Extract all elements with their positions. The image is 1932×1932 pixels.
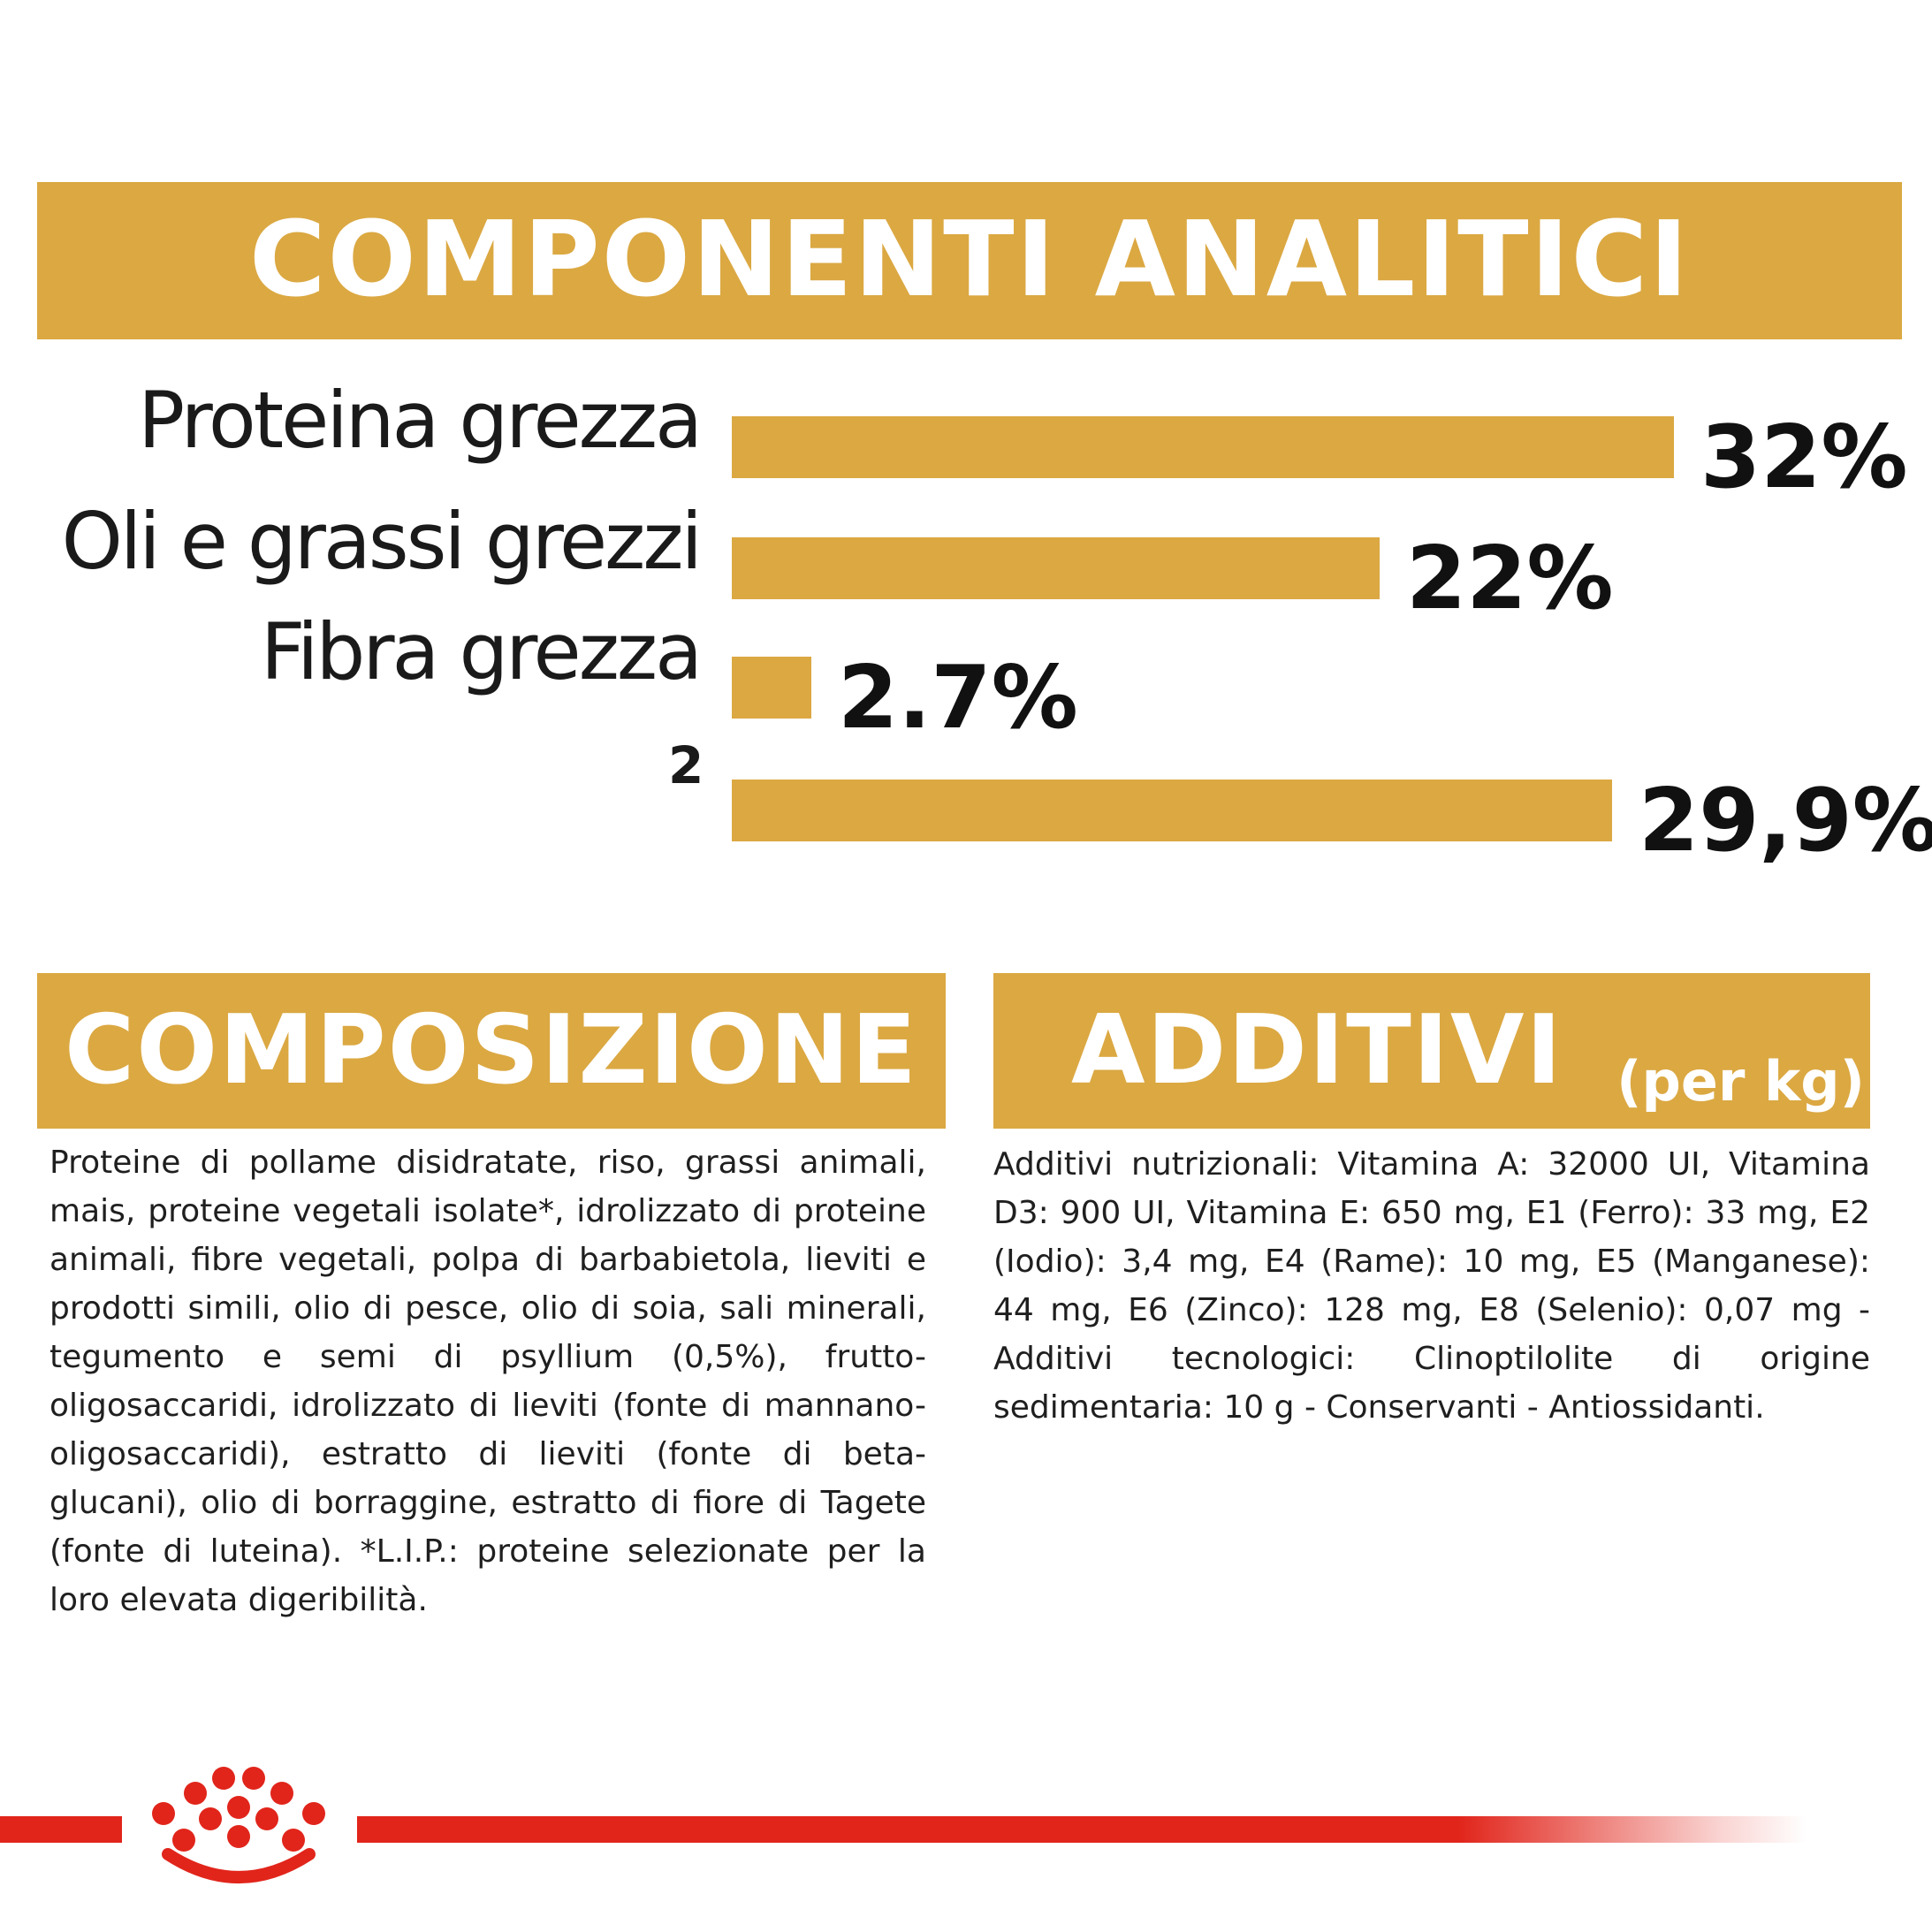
additives-subtitle: (per kg) xyxy=(1616,1049,1865,1114)
bar xyxy=(732,780,1612,841)
crown-logo-icon xyxy=(152,1767,325,1883)
additives-header: ADDITIVI (per kg) xyxy=(993,973,1870,1129)
footnote-mark: 2 xyxy=(668,735,704,795)
bar xyxy=(732,537,1380,599)
category-label: Oli e grassi grezzi xyxy=(61,496,703,587)
bar xyxy=(732,416,1674,478)
footer-line-left xyxy=(0,1816,122,1843)
composition-text: Proteine di pollame disidratate, riso, g… xyxy=(49,1145,926,1618)
analytical-components-header: COMPONENTI ANALITICI xyxy=(37,182,1902,339)
additives-text: Additivi nutrizionali: Vitamina A: 32000… xyxy=(993,1146,1870,1426)
category-label: Proteina grezza xyxy=(138,375,703,466)
value-label: 29,9% xyxy=(1639,771,1932,871)
composition-header: COMPOSIZIONE xyxy=(37,973,946,1129)
footer-line-right xyxy=(357,1816,1806,1843)
bar xyxy=(732,657,811,719)
category-label: Fibra grezza xyxy=(260,606,703,697)
analytical-components-title: COMPONENTI ANALITICI xyxy=(248,198,1691,320)
value-label: 22% xyxy=(1406,529,1614,629)
value-label: 2.7% xyxy=(838,648,1078,749)
composition-title: COMPOSIZIONE xyxy=(65,995,918,1106)
additives-title: ADDITIVI xyxy=(1071,995,1563,1106)
value-label: 32% xyxy=(1700,407,1908,508)
